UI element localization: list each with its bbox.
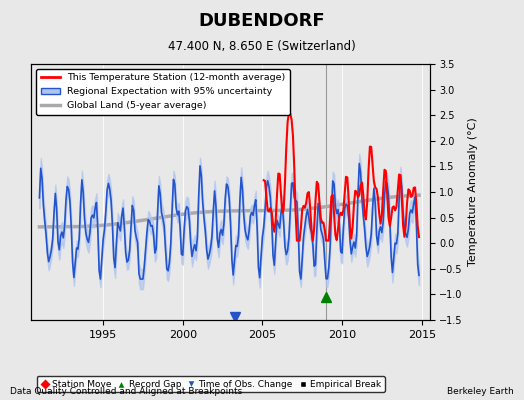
Y-axis label: Temperature Anomaly (°C): Temperature Anomaly (°C) <box>468 118 478 266</box>
Text: 47.400 N, 8.650 E (Switzerland): 47.400 N, 8.650 E (Switzerland) <box>168 40 356 53</box>
Text: DUBENDORF: DUBENDORF <box>199 12 325 30</box>
Text: Data Quality Controlled and Aligned at Breakpoints: Data Quality Controlled and Aligned at B… <box>10 387 243 396</box>
Text: Berkeley Earth: Berkeley Earth <box>447 387 514 396</box>
Legend: Station Move, Record Gap, Time of Obs. Change, Empirical Break: Station Move, Record Gap, Time of Obs. C… <box>37 376 385 392</box>
